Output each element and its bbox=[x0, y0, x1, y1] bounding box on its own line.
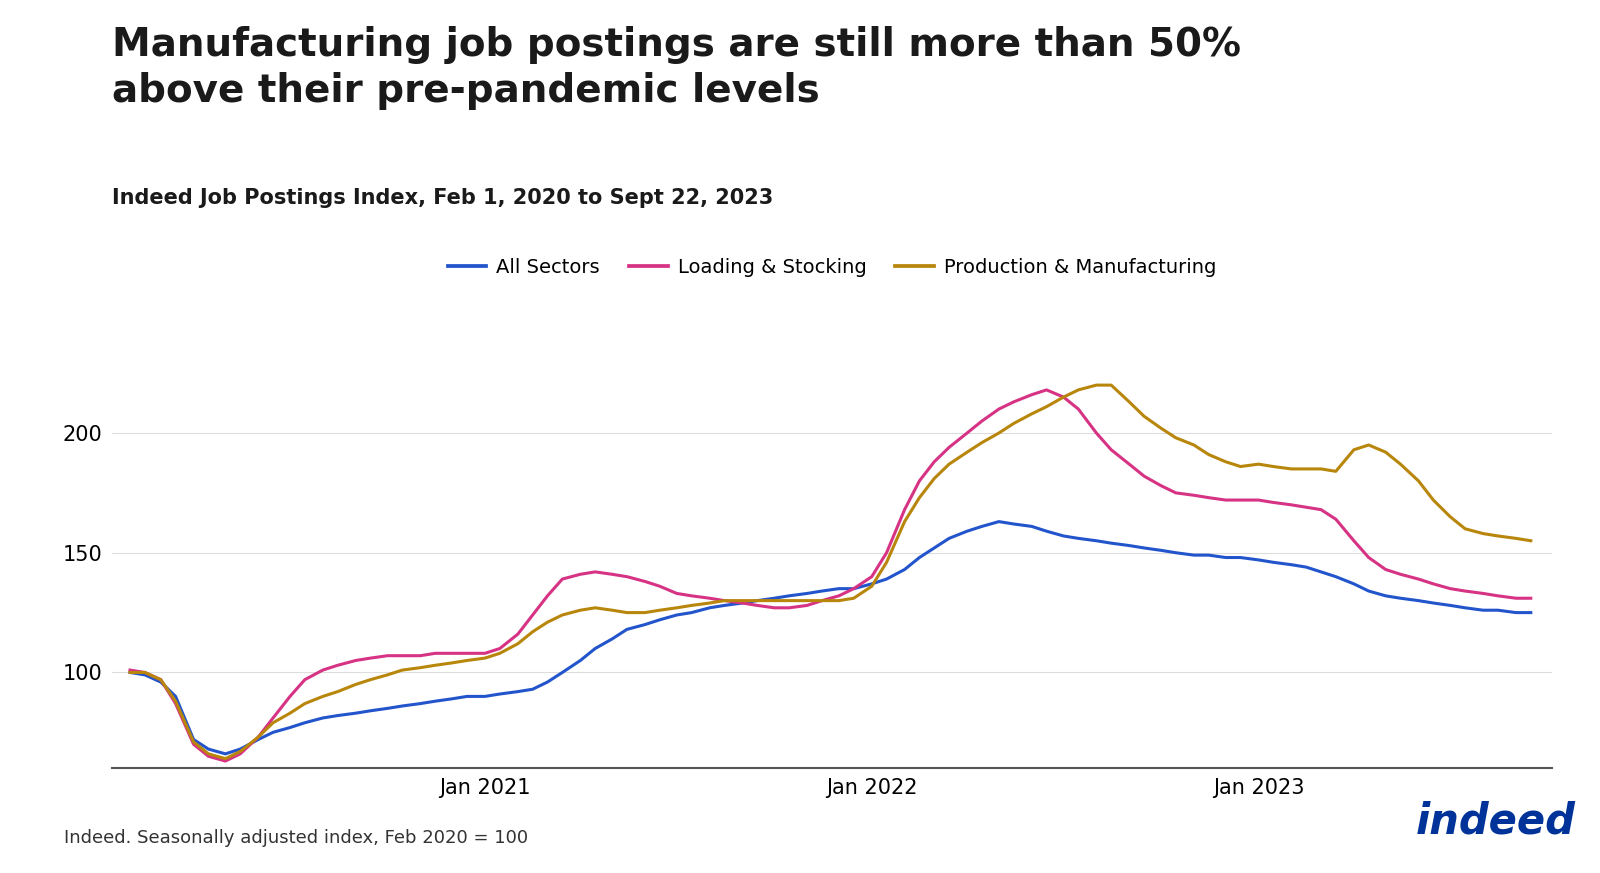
Text: Manufacturing job postings are still more than 50%
above their pre-pandemic leve: Manufacturing job postings are still mor… bbox=[112, 26, 1242, 110]
Text: indeed: indeed bbox=[1416, 801, 1576, 842]
Text: Indeed. Seasonally adjusted index, Feb 2020 = 100: Indeed. Seasonally adjusted index, Feb 2… bbox=[64, 828, 528, 847]
Legend: All Sectors, Loading & Stocking, Production & Manufacturing: All Sectors, Loading & Stocking, Product… bbox=[440, 250, 1224, 285]
Text: Indeed Job Postings Index, Feb 1, 2020 to Sept 22, 2023: Indeed Job Postings Index, Feb 1, 2020 t… bbox=[112, 188, 773, 208]
